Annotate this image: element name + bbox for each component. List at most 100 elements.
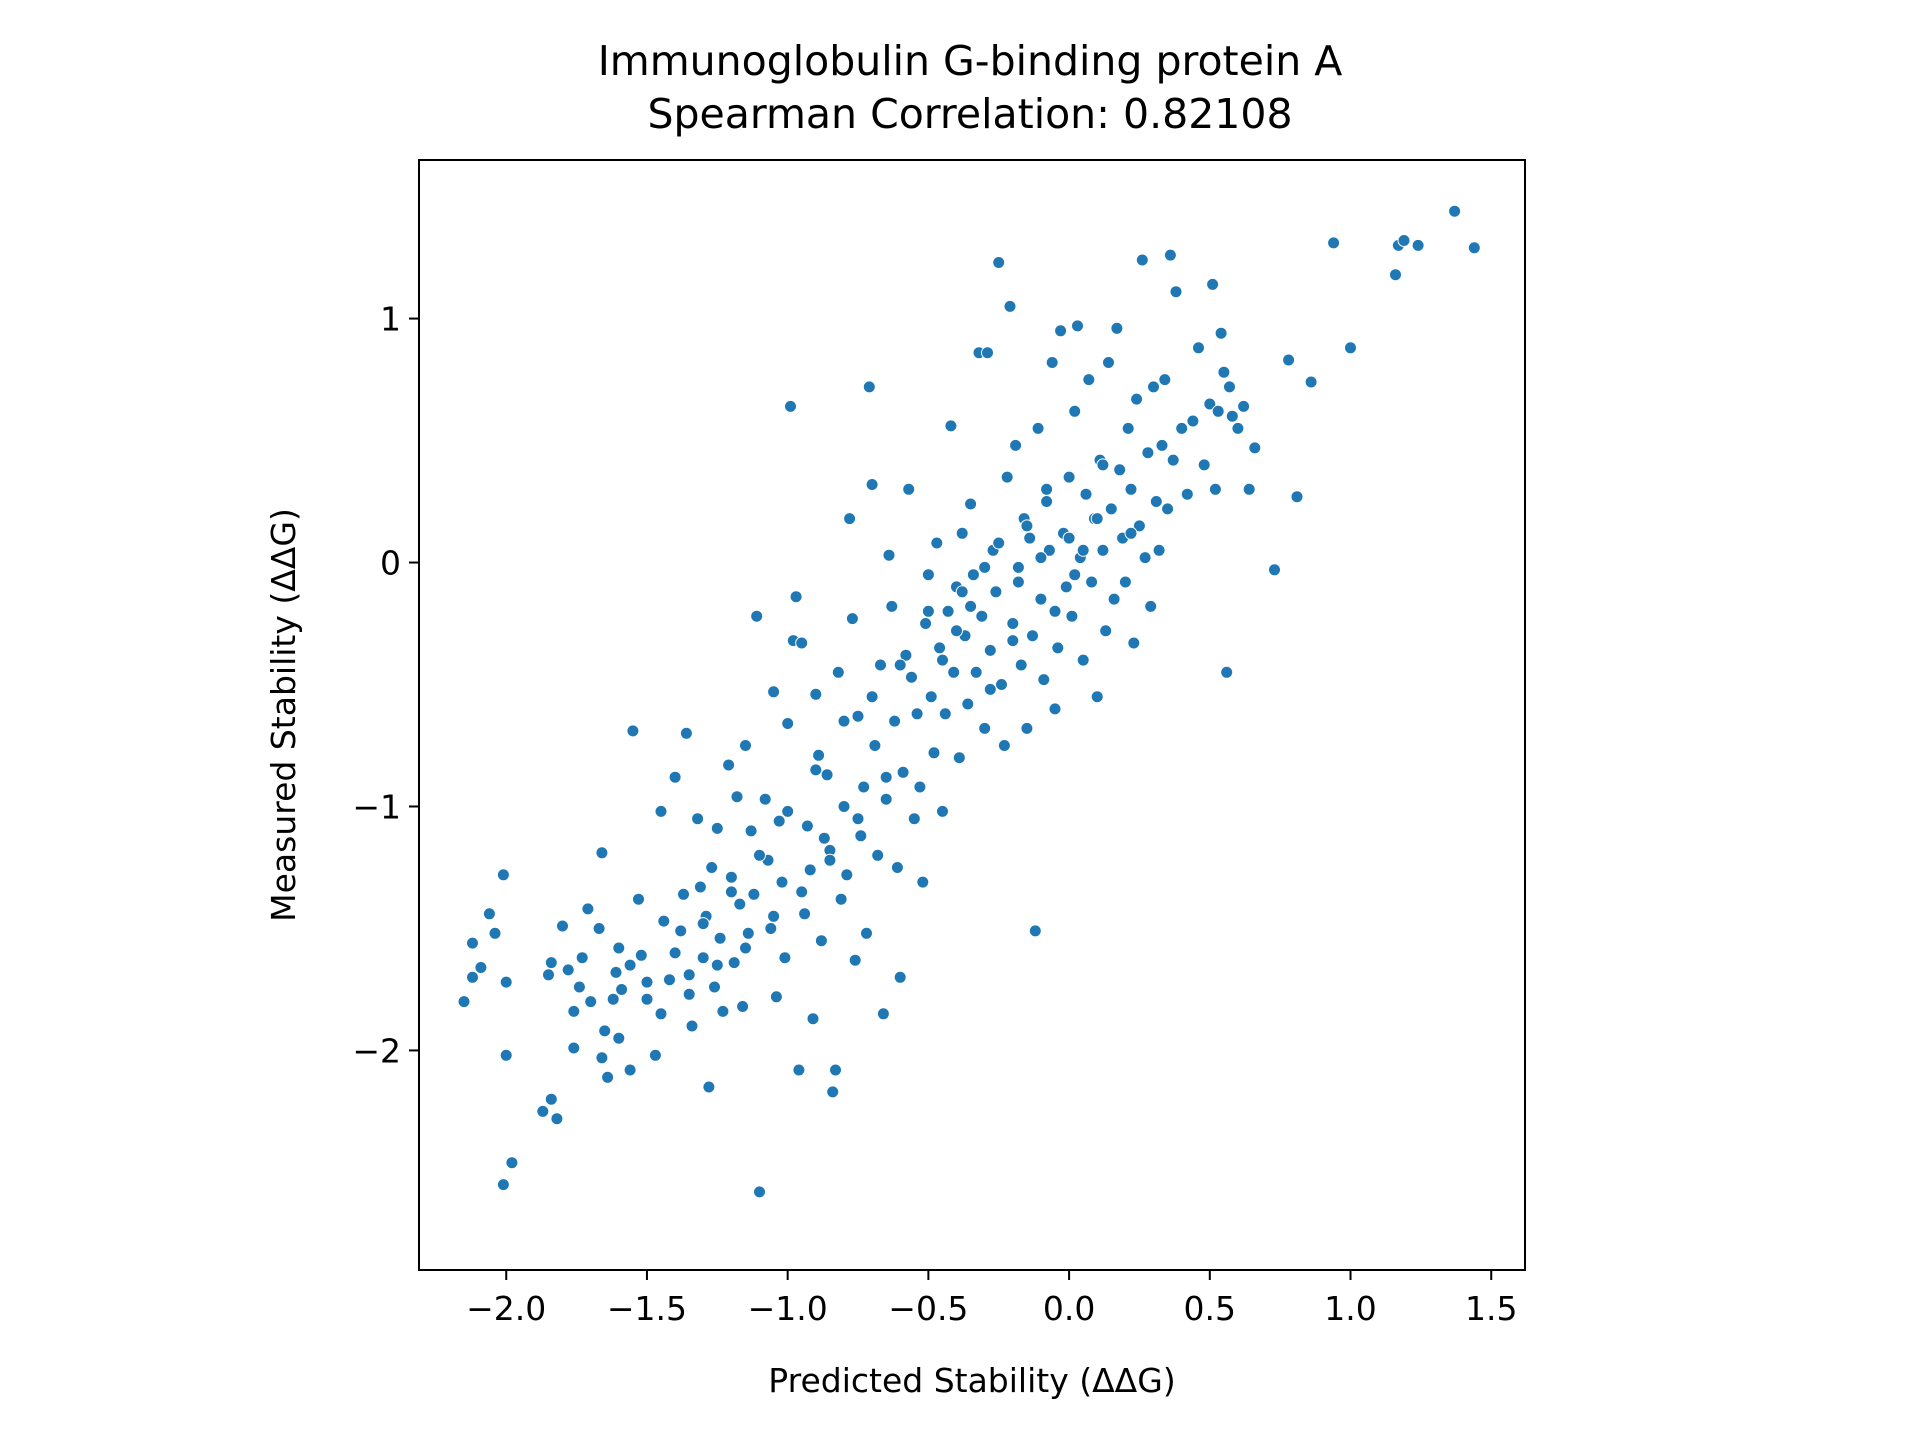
data-points [457,204,1481,1199]
data-point [767,909,781,923]
data-point [567,1004,581,1018]
data-point [1026,629,1039,643]
data-point [702,1080,716,1094]
data-point [598,1024,612,1038]
data-point [865,478,879,491]
data-point [674,924,688,938]
data-point [1042,543,1056,557]
data-point [544,1092,558,1106]
data-point [575,951,589,965]
data-point [1214,326,1228,340]
data-point [750,609,764,623]
data-point [753,1185,766,1199]
data-point [792,1063,806,1077]
data-point [961,697,975,711]
data-point [876,1007,890,1021]
data-point [753,848,766,862]
data-point [601,1070,615,1084]
data-point [1149,495,1163,508]
x-axis-ticks: −2.0 −1.5 −1.0 −0.5 0.0 0.5 1.0 1.5 [466,1270,1517,1328]
data-point [809,763,823,777]
data-point [775,875,789,889]
data-point [1467,241,1481,255]
data-point [544,956,558,970]
data-point [803,863,817,877]
data-point [710,821,724,835]
data-point [936,653,949,667]
data-point [1068,568,1082,582]
y-axis-label: Measured Stability (ΔΔG) [264,508,303,922]
data-point [781,717,795,730]
data-point [862,380,876,394]
data-point [1085,575,1099,589]
data-point [1138,551,1152,565]
data-point [1102,356,1115,369]
data-point [798,907,812,921]
data-point [668,770,682,784]
data-point [910,707,924,721]
data-point [966,568,980,582]
data-point [1237,399,1251,413]
data-point [1020,721,1034,735]
data-point [1268,563,1281,577]
data-point [893,970,907,984]
data-point [921,604,935,618]
data-point [938,707,952,721]
data-point [1397,234,1411,247]
data-point [1011,575,1025,589]
data-point [781,804,795,818]
data-point [975,609,989,623]
data-point [879,792,893,806]
data-point [1110,321,1124,335]
data-point [1076,653,1090,667]
data-point [1169,285,1183,299]
data-point [1031,421,1045,435]
data-point [941,604,955,618]
data-point [1059,580,1073,594]
data-point [919,617,933,630]
data-point [843,512,857,526]
x-tick-label: −1.0 [748,1289,828,1328]
data-point [744,824,758,838]
data-point [764,922,778,935]
data-point [668,946,682,960]
data-point [806,1012,820,1026]
data-point [789,590,803,604]
data-point [1304,375,1318,389]
data-point [950,624,963,638]
data-point [1054,324,1068,338]
data-point [916,875,930,889]
data-point [913,780,927,794]
data-point [536,1104,550,1118]
data-point [995,678,1008,691]
data-point [1014,658,1028,672]
data-point [1217,365,1231,379]
data-point [1231,421,1245,435]
data-point [1034,551,1048,565]
data-point [772,814,786,828]
data-point [632,892,645,906]
data-point [679,726,693,740]
data-point [657,914,671,928]
data-point [837,714,851,728]
data-point [561,963,575,977]
data-point [1186,414,1200,428]
data-point [499,975,513,989]
data-point [1192,341,1205,355]
data-point [947,665,961,679]
data-point [809,687,823,701]
y-axis-ticks: −2 −1 0 1 [352,300,419,1070]
data-point [885,599,899,613]
data-point [474,961,488,974]
data-point [865,690,879,704]
data-point [1147,380,1160,394]
data-point [466,936,479,950]
data-point [1180,487,1194,501]
data-point [1327,236,1341,250]
data-point [854,829,868,843]
data-point [921,568,935,582]
data-point [1011,560,1025,574]
data-point [992,536,1006,550]
x-tick-label: 0.0 [1043,1289,1095,1328]
data-point [1203,397,1217,411]
